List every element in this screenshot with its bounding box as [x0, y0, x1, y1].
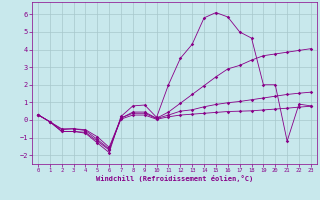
X-axis label: Windchill (Refroidissement éolien,°C): Windchill (Refroidissement éolien,°C) — [96, 175, 253, 182]
